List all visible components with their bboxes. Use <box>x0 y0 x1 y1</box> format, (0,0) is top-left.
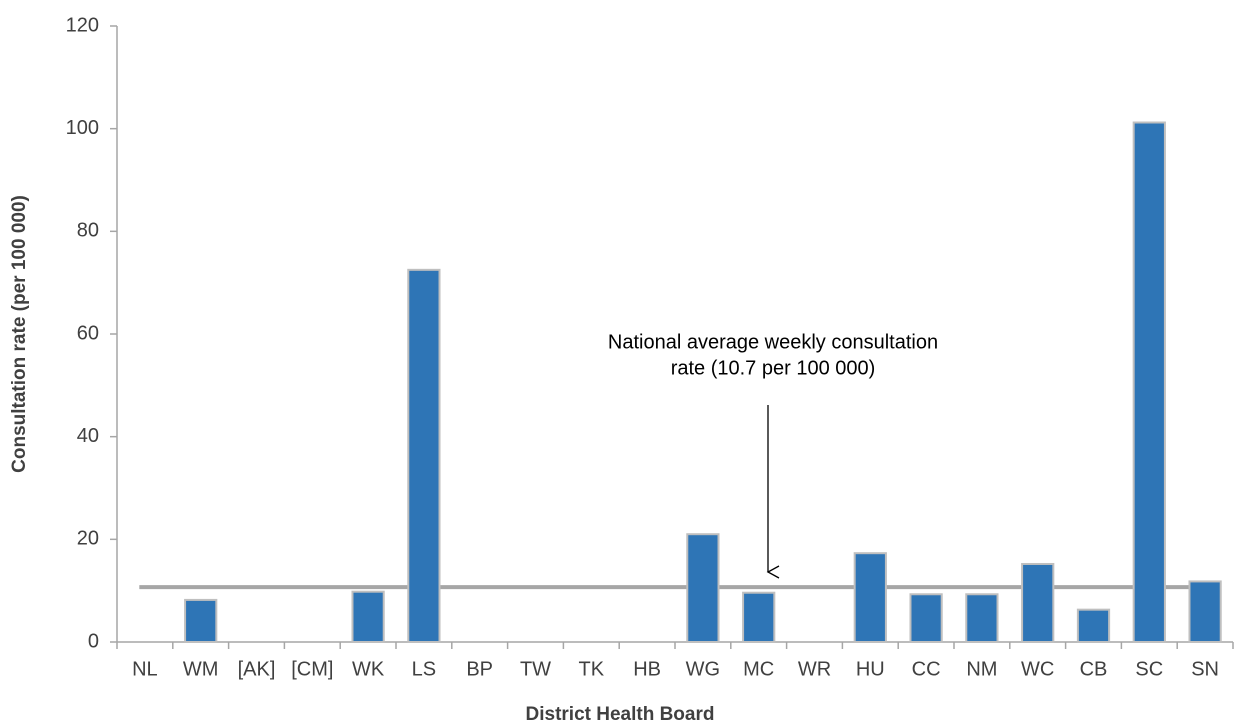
x-tick-label: WM <box>183 658 219 680</box>
y-tick-label: 40 <box>77 425 99 447</box>
x-tick-label: SC <box>1135 658 1163 680</box>
bar <box>909 593 943 644</box>
y-axis-title: Consultation rate (per 100 000) <box>9 195 30 473</box>
x-tick-label: BP <box>466 658 493 680</box>
x-tick-label: [AK] <box>238 658 276 680</box>
x-tick-label: WK <box>352 658 385 680</box>
x-tick-label: WG <box>686 658 720 680</box>
x-tick-label: TW <box>520 658 551 680</box>
x-tick-label: WR <box>798 658 831 680</box>
x-tick-label: WC <box>1021 658 1054 680</box>
bar <box>742 591 776 643</box>
x-tick-label: MC <box>743 658 774 680</box>
bar <box>853 552 887 644</box>
bar <box>184 598 218 644</box>
x-tick-label: CC <box>912 658 941 680</box>
x-tick-label: HU <box>856 658 885 680</box>
y-tick-label: 80 <box>77 220 99 242</box>
x-axis-title: District Health Board <box>526 704 715 725</box>
x-tick-label: CB <box>1080 658 1108 680</box>
x-tick-label: SN <box>1191 658 1219 680</box>
x-tick-label: TK <box>579 658 605 680</box>
y-tick-label: 0 <box>88 630 99 652</box>
bar <box>686 533 720 644</box>
x-tick-label: NL <box>132 658 158 680</box>
bar <box>1076 608 1111 643</box>
bar <box>1132 121 1166 644</box>
y-tick-label: 60 <box>77 322 99 344</box>
y-tick-label: 100 <box>66 117 99 139</box>
annotation: National average weekly consultation <box>608 331 938 353</box>
bar <box>407 268 441 643</box>
x-tick-label: NM <box>966 658 997 680</box>
x-tick-label: HB <box>633 658 661 680</box>
bar <box>965 593 999 644</box>
x-tick-label: LS <box>412 658 436 680</box>
y-tick-label: 120 <box>66 14 99 36</box>
annotation: rate (10.7 per 100 000) <box>671 357 876 379</box>
bar <box>351 590 385 644</box>
bar <box>1188 580 1222 644</box>
y-tick-label: 20 <box>77 528 99 550</box>
x-tick-label: [CM] <box>291 658 333 680</box>
bar <box>1021 562 1055 643</box>
